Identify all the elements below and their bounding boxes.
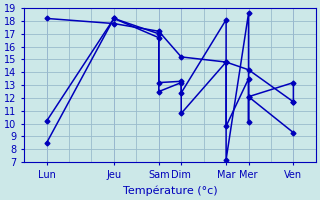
X-axis label: Température (°c): Température (°c) [123, 185, 217, 196]
